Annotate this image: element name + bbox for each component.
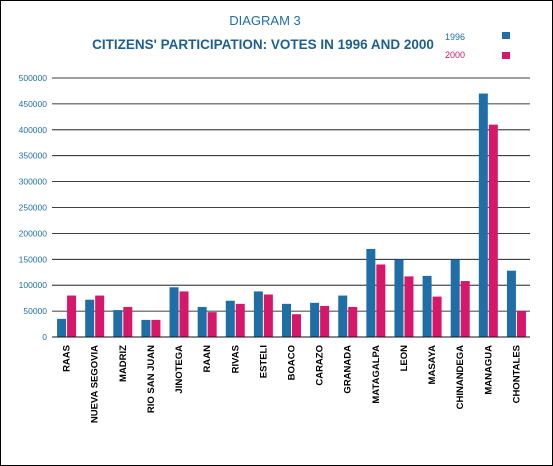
- x-tick-label: MASAYA: [427, 345, 438, 385]
- bar-2000-nueva-segovia: [95, 295, 105, 337]
- x-tick-label: ESTELI: [258, 345, 269, 378]
- bar-2000-masaya: [432, 296, 442, 337]
- bar-1996-chontales: [506, 270, 516, 337]
- y-tick-label: 150000: [19, 254, 48, 264]
- bar-2000-managua: [488, 124, 498, 338]
- bar-1996-carazo: [310, 302, 320, 337]
- y-tick-label: 450000: [19, 99, 48, 109]
- x-tick-label: MANAGUA: [483, 345, 494, 395]
- bar-1996-granada: [338, 295, 348, 337]
- y-tick-label: 50000: [23, 306, 47, 316]
- bar-2000-madriz: [123, 306, 133, 337]
- bar-1996-rivas: [225, 300, 235, 337]
- bar-2000-granada: [348, 306, 358, 337]
- x-axis: RAAS NUEVA SEGOVIA MADRIZ RIO SAN JUAN JINOT…: [52, 336, 530, 423]
- chart-supertitle: DIAGRAM 3: [229, 13, 301, 28]
- bar-2000-chontales: [516, 311, 526, 337]
- bar-1996-managua: [478, 93, 488, 337]
- legend: 1996 2000: [445, 32, 510, 60]
- bar-2000-boaco: [292, 314, 301, 337]
- y-tick-label: 300000: [19, 177, 48, 187]
- bar-1996-matagalpa: [366, 248, 376, 337]
- bar-2000-jinotega: [179, 291, 189, 337]
- x-tick-label: GRANADA: [343, 345, 354, 394]
- y-tick-label: 400000: [19, 125, 48, 135]
- y-tick-label: 350000: [19, 151, 48, 161]
- y-tick-label: 0: [42, 332, 47, 342]
- bar-1996-madriz: [113, 310, 123, 337]
- x-tick-label: LEON: [399, 345, 410, 372]
- bar-1996-nueva-segovia: [85, 299, 95, 337]
- legend-label-2000: 2000: [445, 50, 465, 60]
- bar-2000-chinandega: [460, 281, 470, 337]
- x-tick-label: CARAZO: [315, 345, 326, 386]
- y-tick-label: 250000: [19, 203, 48, 213]
- bar-1996-raas: [57, 318, 67, 337]
- bar-1996-boaco: [282, 303, 291, 337]
- bars: [57, 93, 526, 338]
- legend-label-1996: 1996: [445, 32, 465, 42]
- x-tick-label: RIVAS: [230, 345, 241, 373]
- x-tick-label: MATAGALPA: [371, 345, 382, 404]
- x-tick-label: RAAS: [62, 345, 73, 372]
- bar-1996-esteli: [253, 291, 263, 337]
- bar-2000-raas: [67, 295, 77, 337]
- y-tick-label: 200000: [19, 228, 48, 238]
- y-axis: 0 50000 100000 150000 200000 250000 300000 3500…: [19, 73, 48, 342]
- bar-2000-esteli: [263, 294, 273, 337]
- bar-1996-raan: [197, 306, 207, 337]
- bar-1996-chinandega: [450, 259, 460, 337]
- bar-2000-rio-san-juan: [151, 319, 161, 337]
- bar-2000-leon: [404, 276, 414, 337]
- chart-title: CITIZENS' PARTICIPATION: VOTES IN 1996 A…: [92, 37, 434, 52]
- x-tick-label: CHINANDEGA: [455, 345, 466, 410]
- x-tick-label: CHONTALES: [511, 345, 522, 403]
- legend-swatch-2000: [502, 52, 510, 59]
- bar-1996-masaya: [422, 275, 432, 337]
- x-tick-label: RAAN: [202, 345, 213, 373]
- bar-2000-matagalpa: [376, 264, 386, 337]
- y-tick-label: 500000: [19, 73, 48, 83]
- x-tick-label: RIO SAN JUAN: [146, 345, 157, 413]
- x-tick-label: MADRIZ: [118, 345, 129, 382]
- bar-1996-rio-san-juan: [141, 319, 151, 337]
- bar-1996-leon: [394, 259, 404, 337]
- bar-2000-raan: [207, 312, 217, 337]
- bar-2000-rivas: [235, 303, 245, 337]
- x-tick-label: JINOTEGA: [174, 345, 185, 394]
- x-tick-label: NUEVA SEGOVIA: [90, 345, 101, 423]
- y-tick-label: 100000: [19, 280, 48, 290]
- bar-1996-jinotega: [169, 287, 179, 337]
- legend-swatch-1996: [502, 32, 510, 39]
- bar-2000-carazo: [320, 305, 330, 337]
- x-tick-label: BOACO: [287, 345, 298, 380]
